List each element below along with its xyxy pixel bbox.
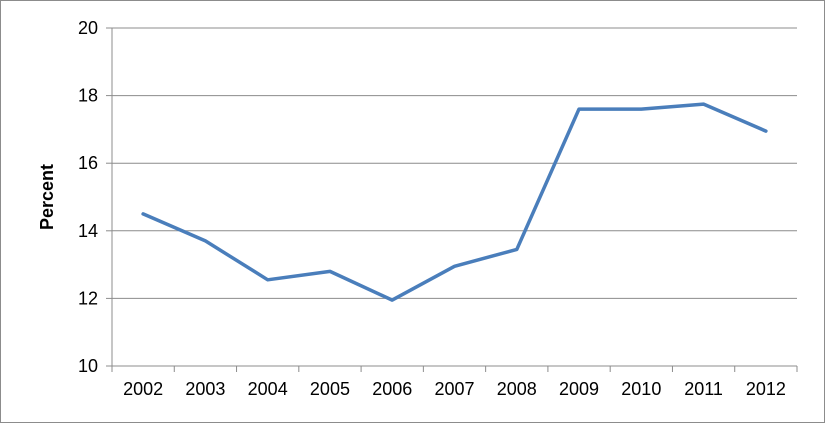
- y-axis-label: Percent: [37, 164, 57, 230]
- x-tick-label: 2011: [684, 379, 723, 399]
- series-line: [141, 102, 768, 302]
- x-tick-label: 2003: [185, 379, 225, 399]
- x-tick-label: 2004: [248, 379, 288, 399]
- x-tick-label: 2008: [497, 379, 537, 399]
- x-tick-label: 2002: [123, 379, 163, 399]
- y-tick-label: 16: [78, 153, 98, 173]
- y-tick-label: 14: [78, 221, 98, 241]
- y-tick-label: 12: [78, 288, 98, 308]
- x-tick-label: 2012: [746, 379, 786, 399]
- series-group: [141, 102, 768, 302]
- x-tick-label: 2010: [621, 379, 661, 399]
- y-axis: 10 12 14 16 18 20: [78, 18, 113, 376]
- x-tick-label: 2009: [559, 379, 599, 399]
- x-tick-label: 2005: [310, 379, 350, 399]
- x-tick-label: 2007: [434, 379, 474, 399]
- y-tick-label: 20: [78, 18, 98, 38]
- x-tick-label: 2006: [372, 379, 412, 399]
- gridlines: [112, 27, 797, 299]
- y-tick-label: 18: [78, 86, 98, 106]
- y-tick-label: 10: [78, 356, 98, 376]
- x-axis: 2002 2003 2004 2005 2006 2007 2008 2009 2010 2011…: [111, 365, 798, 399]
